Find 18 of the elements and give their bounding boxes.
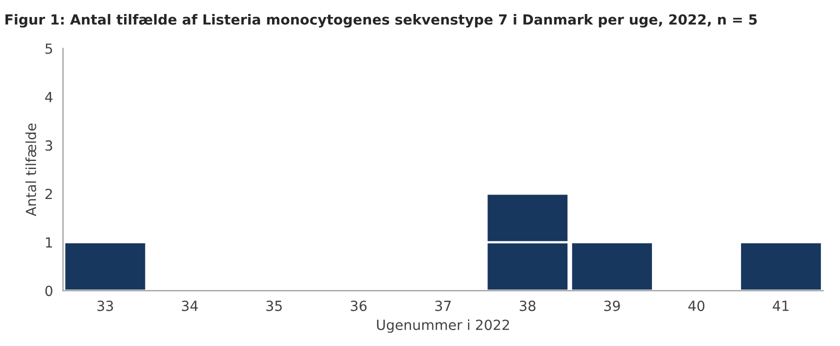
- y-tick-label: 3: [46, 140, 52, 151]
- x-tick-label: 40: [688, 300, 704, 312]
- x-axis-title: Ugenummer i 2022: [377, 319, 509, 333]
- y-tick-label: 0: [45, 286, 52, 296]
- y-tick-label: 2: [45, 188, 52, 200]
- x-tick-label: 39: [604, 300, 620, 312]
- chart-title: Figur 1: Antal tilfælde af Listeria monocytogenes sekvenstype 7 i Danmark per uge, 2022, n = 5: [5, 14, 757, 28]
- x-tick-label: 37: [435, 300, 451, 312]
- x-tick-label: 33: [97, 300, 113, 312]
- x-tick-label: 35: [266, 300, 282, 312]
- y-tick-label: 4: [45, 92, 52, 102]
- y-tick-label: 5: [46, 44, 52, 54]
- x-tick-label: 34: [182, 300, 198, 312]
- x-tick-label: 36: [350, 300, 367, 312]
- x-tick-label: 38: [520, 300, 536, 312]
- y-axis-title: Antal tilfælde: [25, 124, 36, 216]
- x-tick-label: 41: [772, 300, 789, 311]
- y-tick-label: 1: [46, 237, 52, 248]
